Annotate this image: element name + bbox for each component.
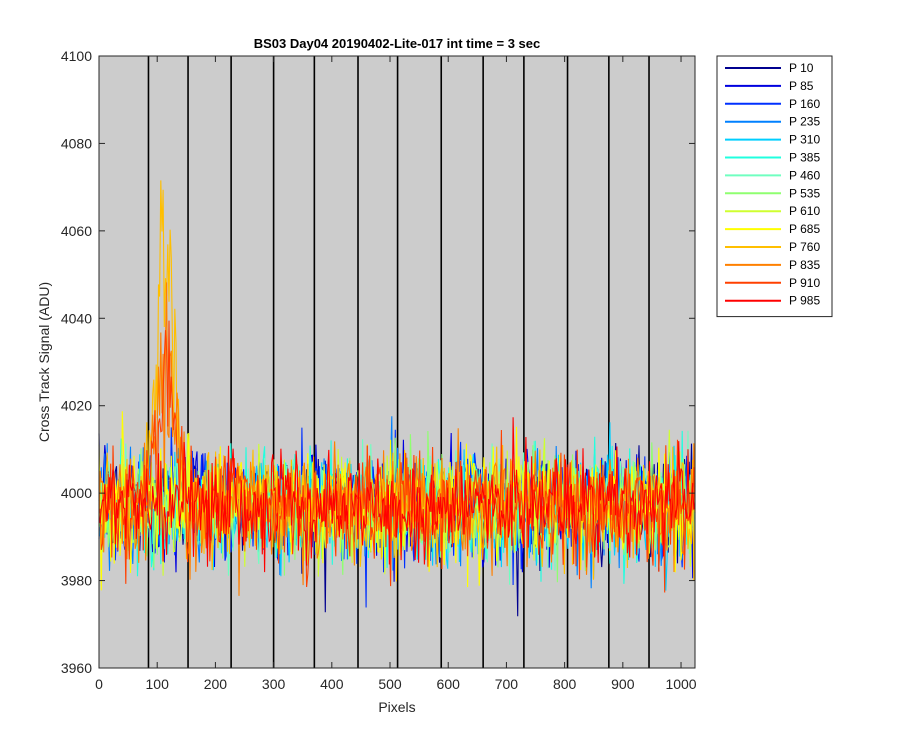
- series-line-p985: [98, 417, 696, 573]
- series-line-p910: [98, 320, 696, 593]
- series-line-p835: [98, 282, 696, 596]
- legend-box: [716, 55, 833, 318]
- y-axis-label: Cross Track Signal (ADU): [36, 282, 52, 442]
- y-tick-label: 4000: [61, 485, 92, 501]
- x-tick-label: 0: [95, 676, 103, 692]
- y-tick-label: 3980: [61, 573, 92, 589]
- plot-border: [98, 55, 696, 669]
- y-tick-label: 4040: [61, 310, 92, 326]
- x-tick-label: 600: [437, 676, 461, 692]
- y-tick-label: 4020: [61, 398, 92, 414]
- x-tick-label: 200: [204, 676, 228, 692]
- x-axis: 0 100 200 300 400 500 600 700 800 900 1000: [95, 56, 697, 692]
- legend: P 10 P 85 P 160 P 235 P 310 P 385 P 460 P 535 P …: [716, 55, 833, 318]
- legend-entry: P 10: [789, 61, 814, 75]
- legend-entry: P 310: [789, 133, 820, 147]
- legend-entry: P 835: [789, 258, 820, 272]
- legend-entry: P 85: [789, 79, 814, 93]
- x-tick-label: 400: [320, 676, 344, 692]
- y-tick-label: 4080: [61, 135, 92, 151]
- y-axis: 3960 3980 4000 4020 4040 4060 4080 4100: [61, 48, 695, 676]
- legend-entry: P 985: [789, 294, 820, 308]
- x-tick-label: 300: [262, 676, 286, 692]
- x-tick-label: 1000: [665, 676, 696, 692]
- legend-entry: P 535: [789, 186, 820, 200]
- y-tick-label: 4060: [61, 223, 92, 239]
- x-tick-label: 900: [611, 676, 635, 692]
- x-tick-label: 700: [495, 676, 519, 692]
- x-tick-label: 800: [553, 676, 577, 692]
- x-tick-label: 100: [146, 676, 170, 692]
- legend-entry: P 610: [789, 204, 820, 218]
- vertical-markers: [147, 56, 650, 668]
- legend-entry: P 685: [789, 222, 820, 236]
- legend-entry: P 160: [789, 97, 820, 111]
- legend-entry: P 235: [789, 115, 820, 129]
- legend-entry: P 910: [789, 276, 820, 290]
- legend-entry: P 760: [789, 240, 820, 254]
- plot-area: [98, 55, 696, 669]
- series-traces: [98, 180, 696, 617]
- legend-entry: P 385: [789, 151, 820, 165]
- x-tick-label: 500: [378, 676, 402, 692]
- y-tick-label: 3960: [61, 660, 92, 676]
- x-axis-label: Pixels: [378, 699, 415, 715]
- chart-title: BS03 Day04 20190402-Lite-017 int time = …: [254, 36, 541, 51]
- y-tick-label: 4100: [61, 48, 92, 64]
- legend-entry: P 460: [789, 168, 820, 182]
